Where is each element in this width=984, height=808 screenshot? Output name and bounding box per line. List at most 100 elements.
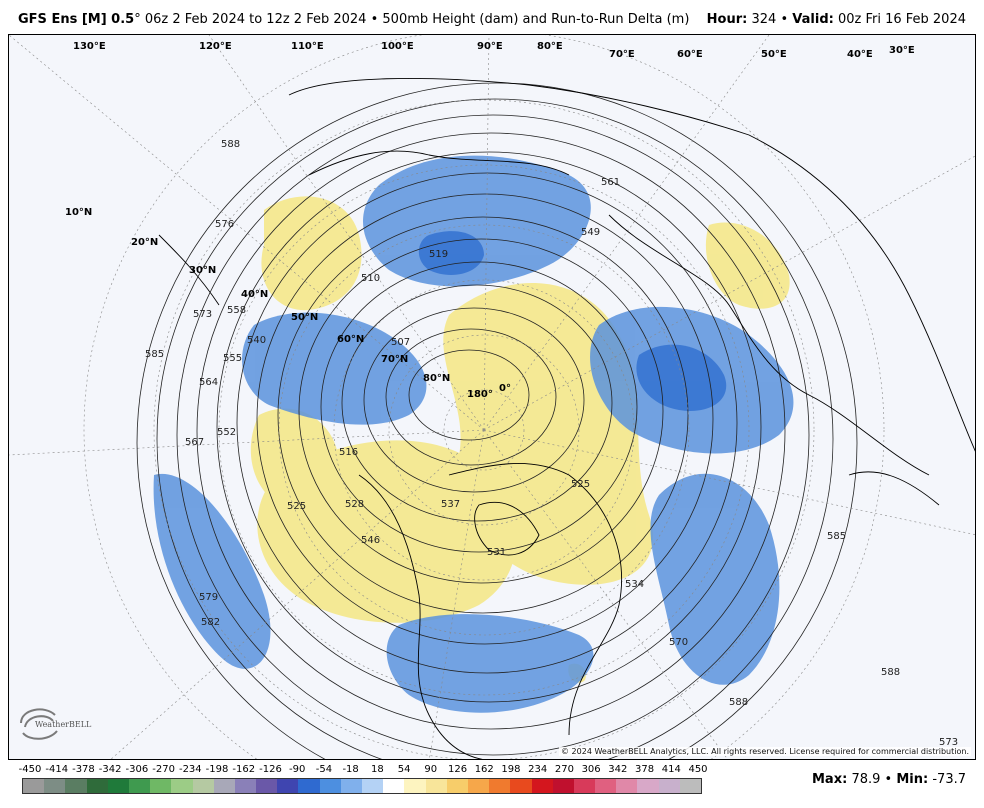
anomaly-yellow-nepac <box>257 440 517 623</box>
hour-label: Hour: <box>706 12 748 27</box>
colorbar-tick-label: 378 <box>635 764 655 775</box>
colorbar-swatch <box>340 779 362 793</box>
anomaly-blue-west-pac <box>153 473 271 669</box>
longitude-label: 50°E <box>761 49 787 60</box>
contour-label: 537 <box>441 499 460 510</box>
longitude-label: 110°E <box>291 41 324 52</box>
longitude-label: 100°E <box>381 41 414 52</box>
colorbar-tick-label: -126 <box>259 764 282 775</box>
contour-label: 525 <box>287 501 306 512</box>
longitude-label: 80°E <box>537 41 563 52</box>
degree-symbol: ° <box>134 12 141 27</box>
anomaly-blue-usa <box>386 614 594 713</box>
latitude-label: 50°N <box>291 312 318 323</box>
contour-label: 588 <box>221 139 240 150</box>
colorbar-swatch <box>616 779 638 793</box>
latitude-label: 20°N <box>131 237 158 248</box>
latitude-label: 80°N <box>423 373 450 384</box>
latitude-label: 40°N <box>241 289 268 300</box>
longitude-label: 130°E <box>73 41 106 52</box>
colorbar-tick-label: -342 <box>98 764 122 775</box>
strong-negative-anomaly <box>418 231 727 411</box>
title-separator: • <box>370 12 379 27</box>
colorbar-swatch <box>277 779 299 793</box>
contour-label: 540 <box>247 335 266 346</box>
valid-time: Hour: 324 • Valid: 00z Fri 16 Feb 2024 <box>707 12 966 27</box>
anomaly-yellow-asia <box>261 196 362 311</box>
contour-label: 558 <box>227 305 246 316</box>
colorbar-tick-label: 270 <box>554 764 574 775</box>
colorbar-swatch <box>23 779 45 793</box>
map-canvas[interactable]: 10°N 20°N 30°N 40°N 50°N 60°N 70°N 80°N … <box>8 34 976 760</box>
latitude-label-group: 10°N 20°N 30°N 40°N 50°N 60°N 70°N 80°N <box>65 207 450 384</box>
contour-label: 546 <box>361 535 380 546</box>
longitude-label: 60°E <box>677 49 703 60</box>
colorbar-swatch <box>658 779 680 793</box>
colorbar-swatch <box>128 779 151 793</box>
colorbar-swatch <box>213 779 235 793</box>
colorbar-swatch <box>595 779 617 793</box>
contour-label: 525 <box>571 479 590 490</box>
colorbar-tick-label: -270 <box>152 764 175 775</box>
colorbar-tick-label: 162 <box>474 764 494 775</box>
valid-separator: • <box>780 12 789 27</box>
contour-label: 585 <box>827 531 846 542</box>
colorbar-swatch <box>107 779 129 793</box>
colorbar-swatch <box>44 779 66 793</box>
colorbar-swatch <box>298 779 320 793</box>
latitude-label: 30°N <box>189 265 216 276</box>
colorbar-tick-label: -162 <box>232 764 256 775</box>
coastlines <box>158 78 975 759</box>
contour-label: 582 <box>201 617 220 628</box>
colorbar-swatch <box>510 779 532 793</box>
colorbar-swatch <box>573 779 596 793</box>
map-title: GFS Ens [M] 0.5° 06z 2 Feb 2024 to 12z 2… <box>18 12 689 27</box>
colorbar-tick-label: 54 <box>397 764 411 775</box>
max-min-stats: Max: 78.9 • Min: -73.7 <box>812 772 966 787</box>
colorbar-tick-label: 198 <box>501 764 521 775</box>
contour-label: 579 <box>199 592 218 603</box>
colorbar-tick-label: -450 <box>18 764 42 775</box>
anomaly-blue-pacific-nw <box>242 312 427 425</box>
longitude-label: 0° <box>499 383 511 394</box>
max-label: Max <box>812 772 843 787</box>
valid-label: Valid: <box>792 12 834 27</box>
product-name: GFS Ens [M] 0.5 <box>18 12 135 27</box>
colorbar-labels: -450 -414 -378 -342 -306 -270 -234 -198 -162 -126… <box>18 764 708 778</box>
contour-label: 507 <box>391 337 410 348</box>
colorbar-tick-label: 414 <box>661 764 681 775</box>
colorbar-tick-label: 18 <box>370 764 384 775</box>
longitude-label: 180° <box>467 389 493 400</box>
contour-label: 528 <box>345 499 364 510</box>
anomaly-yellow-europe <box>705 222 790 309</box>
weatherbell-logo: WeatherBELL <box>20 708 92 740</box>
min-value: -73.7 <box>932 772 966 787</box>
contour-label: 531 <box>487 547 506 558</box>
valid-value: 00z Fri 16 Feb 2024 <box>837 12 966 27</box>
colorbar-swatch <box>319 779 341 793</box>
colorbar-tick-label: -18 <box>342 764 359 775</box>
colorbar-swatch <box>86 779 108 793</box>
colorbar-swatch <box>362 779 384 793</box>
polar-map: 10°N 20°N 30°N 40°N 50°N 60°N 70°N 80°N … <box>9 35 975 759</box>
contour-label: 549 <box>581 227 600 238</box>
longitude-label: 90°E <box>477 41 503 52</box>
run-range: 06z 2 Feb 2024 to 12z 2 Feb 2024 <box>144 12 367 27</box>
latitude-label: 60°N <box>337 334 364 345</box>
colorbar-swatch <box>425 779 447 793</box>
contour-label: 519 <box>429 249 448 260</box>
longitude-label-group: 130°E 120°E 110°E 100°E 90°E 80°E 70°E 6… <box>73 41 915 400</box>
colorbar-swatch <box>489 779 511 793</box>
colorbar-swatch <box>404 779 426 793</box>
latitude-label: 10°N <box>65 207 92 218</box>
colorbar-tick-label: -198 <box>205 764 229 775</box>
colorbar-swatch <box>150 779 172 793</box>
contour-label: 534 <box>625 579 644 590</box>
colorbar-tick-label: -234 <box>178 764 202 775</box>
longitude-label: 70°E <box>609 49 635 60</box>
longitude-label: 120°E <box>199 41 232 52</box>
colorbar-swatch <box>637 779 659 793</box>
colorbar-swatch <box>679 779 701 793</box>
colorbar-swatch <box>467 779 490 793</box>
field-name: 500mb Height (dam) and Run-to-Run Delta … <box>382 12 690 27</box>
